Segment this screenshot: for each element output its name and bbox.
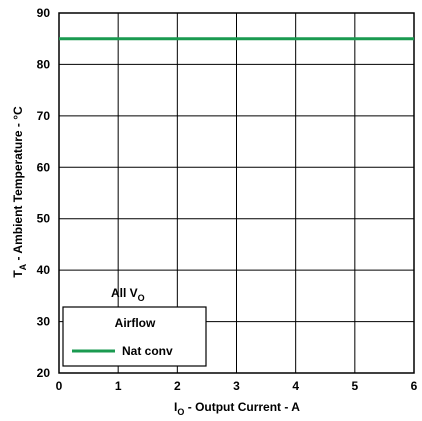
- y-tick-label-2: 40: [37, 263, 51, 277]
- y-tick-label-1: 30: [37, 315, 51, 329]
- legend-box: [62, 306, 207, 367]
- x-tick-label-6: 6: [411, 379, 418, 393]
- legend-label-nat-conv: Nat conv: [122, 344, 173, 358]
- x-tick-label-3: 3: [233, 379, 240, 393]
- x-tick-label-5: 5: [351, 379, 358, 393]
- x-tick-label-1: 1: [115, 379, 122, 393]
- plot-frame: [58, 12, 415, 374]
- annotation-all-vo: All VO: [111, 286, 145, 303]
- y-tick-label-0: 20: [37, 366, 51, 380]
- y-tick-label-3: 50: [37, 212, 51, 226]
- x-tick-label-2: 2: [174, 379, 181, 393]
- y-tick-labels: 20 30 40 50 60 70 80 90: [37, 6, 51, 380]
- y-tick-label-4: 60: [37, 160, 51, 174]
- y-tick-label-6: 80: [37, 57, 51, 71]
- y-tick-label-5: 70: [37, 109, 51, 123]
- legend: Airflow Nat conv: [62, 306, 207, 367]
- x-tick-label-4: 4: [292, 379, 299, 393]
- x-axis-title: IO - Output Current - A: [174, 400, 300, 417]
- legend-title: Airflow: [115, 316, 156, 330]
- y-axis-title: TA - Ambient Temperature - °C: [11, 106, 28, 278]
- y-tick-label-7: 90: [37, 6, 51, 20]
- x-tick-label-0: 0: [56, 379, 63, 393]
- x-tick-labels: 0 1 2 3 4 5 6: [56, 379, 418, 393]
